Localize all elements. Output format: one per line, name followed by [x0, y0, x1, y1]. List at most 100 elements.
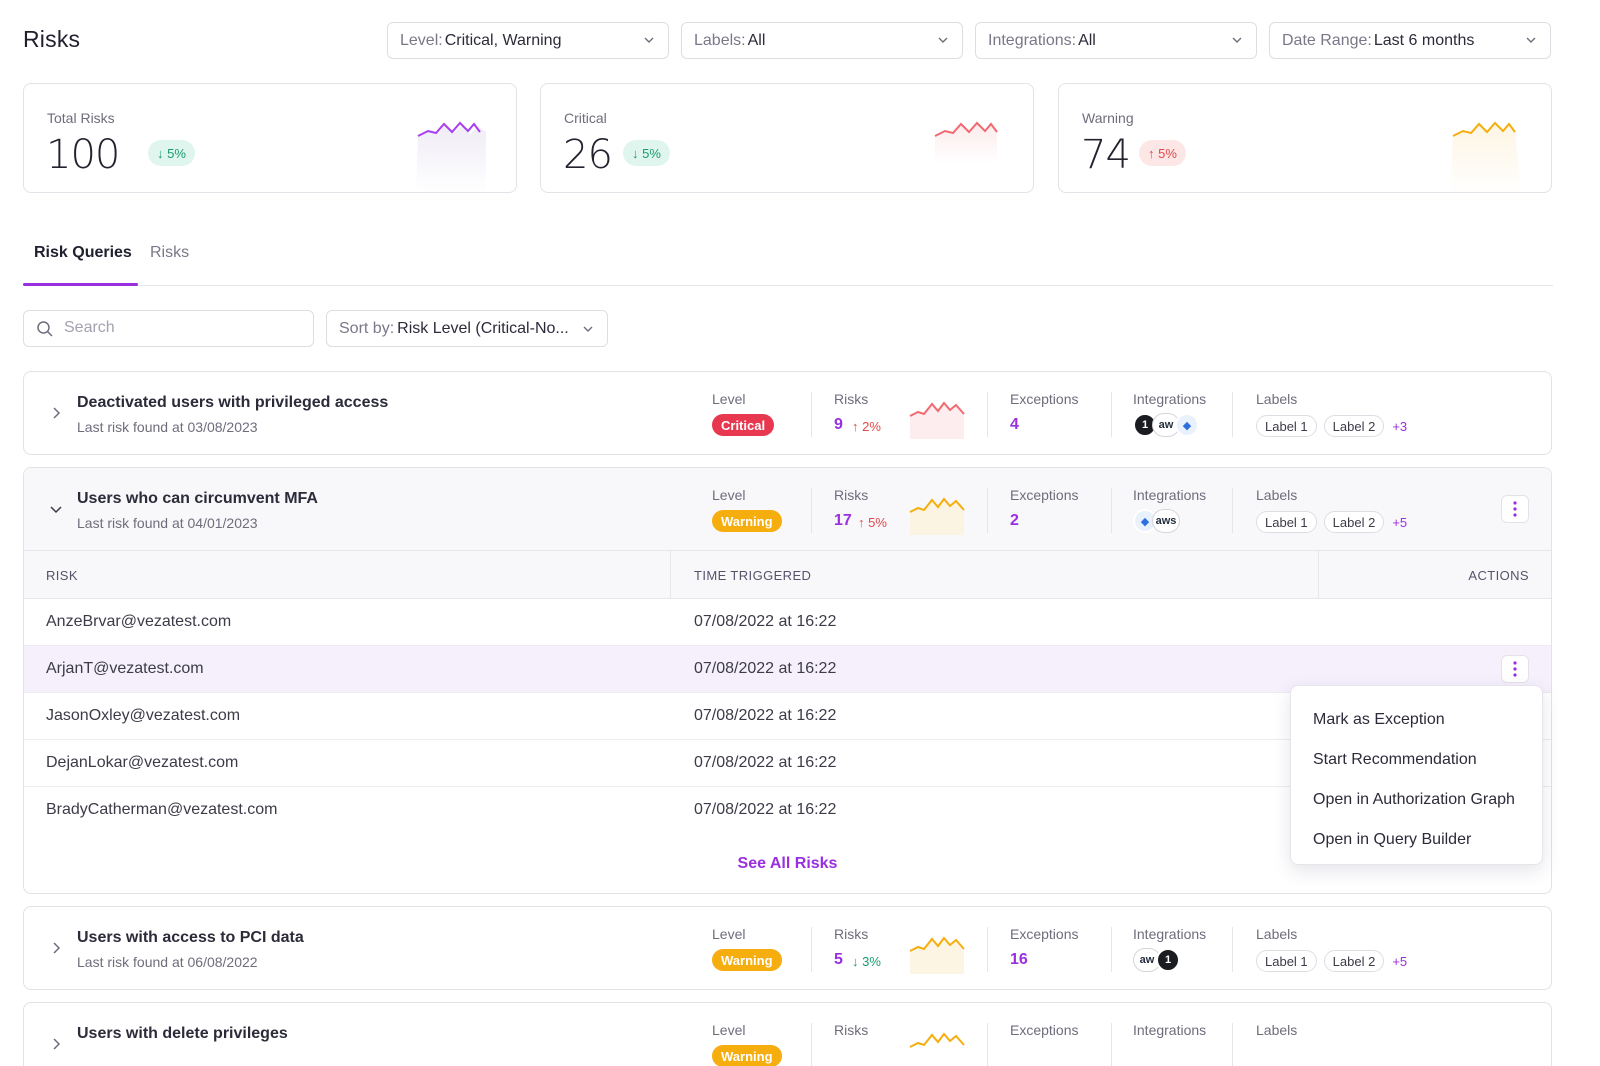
risk-query-subtitle: Last risk found at 06/08/2022	[77, 954, 258, 970]
risks-column-label: Risks	[834, 926, 869, 942]
sort-dropdown[interactable]: Sort by: Risk Level (Critical-No...	[326, 310, 608, 347]
risk-query-header[interactable]: Users who can circumvent MFA Last risk f…	[24, 468, 1551, 551]
menu-item-open-in-query-builder[interactable]: Open in Query Builder	[1313, 831, 1472, 848]
chevron-right-icon[interactable]	[48, 1036, 64, 1052]
column-divider	[987, 927, 988, 972]
search-icon	[37, 321, 53, 337]
column-divider	[987, 1023, 988, 1066]
stat-value: 100	[46, 132, 120, 178]
stat-label: Total Risks	[47, 110, 115, 126]
risk-query-card[interactable]: Users with access to PCI data Last risk …	[23, 906, 1552, 990]
risk-column-header[interactable]: RISK	[46, 568, 78, 583]
table-row[interactable]: JasonOxley@vezatest.com 07/08/2022 at 16…	[24, 693, 1551, 740]
label-chip: Label 1	[1256, 950, 1317, 972]
column-divider	[1318, 551, 1319, 599]
chevron-down-icon	[938, 37, 948, 43]
exceptions-column-label: Exceptions	[1010, 391, 1079, 407]
column-divider	[987, 488, 988, 533]
level-badge-warning: Warning	[712, 510, 782, 532]
table-row[interactable]: BradyCatherman@vezatest.com 07/08/2022 a…	[24, 787, 1551, 834]
column-divider	[1111, 392, 1112, 437]
integrations-filter-label: Integrations:	[988, 31, 1077, 49]
chevron-down-icon[interactable]	[48, 501, 64, 517]
integrations-filter-dropdown[interactable]: Integrations: All	[975, 22, 1257, 59]
label-chip: Label 2	[1323, 511, 1385, 533]
level-filter-dropdown[interactable]: Level: Critical, Warning	[387, 22, 669, 59]
column-divider	[1111, 488, 1112, 533]
labels-list: Label 1 Label 2 +5	[1256, 511, 1407, 533]
table-row[interactable]: DejanLokar@vezatest.com 07/08/2022 at 16…	[24, 740, 1551, 787]
exception-count[interactable]: 16	[1010, 951, 1028, 968]
risk-query-card[interactable]: Users with delete privileges Level Warni…	[23, 1002, 1552, 1066]
stat-delta-badge: ↓ 5%	[623, 140, 670, 166]
stat-card-total-risks: Total Risks 100 ↓ 5%	[23, 83, 517, 193]
date-range-filter-dropdown[interactable]: Date Range: Last 6 months	[1269, 22, 1551, 59]
risk-query-card[interactable]: Deactivated users with privileged access…	[23, 371, 1552, 455]
tab-risks[interactable]: Risks	[150, 244, 190, 261]
menu-item-open-in-authorization-graph[interactable]: Open in Authorization Graph	[1313, 791, 1515, 808]
exceptions-column-label: Exceptions	[1010, 926, 1079, 942]
risk-count: 9	[834, 416, 843, 433]
table-row[interactable]: AnzeBrvar@vezatest.com 07/08/2022 at 16:…	[24, 599, 1551, 646]
row-actions-button[interactable]	[1501, 655, 1529, 683]
risk-query-header[interactable]: Deactivated users with privileged access…	[24, 372, 1551, 454]
risk-query-header[interactable]: Users with delete privileges Level Warni…	[24, 1003, 1551, 1066]
risk-count: 5	[834, 951, 843, 968]
column-divider	[811, 1023, 812, 1066]
risk-identity: JasonOxley@vezatest.com	[46, 707, 241, 724]
kebab-menu-icon	[1513, 661, 1517, 677]
sort-value: Risk Level (Critical-No...	[397, 319, 569, 337]
stat-label: Critical	[564, 110, 607, 126]
column-divider	[811, 392, 812, 437]
risk-query-subtitle: Last risk found at 03/08/2023	[77, 419, 258, 435]
exception-count[interactable]: 2	[1010, 512, 1019, 529]
risk-query-header[interactable]: Users with access to PCI data Last risk …	[24, 907, 1551, 989]
integrations-column-label: Integrations	[1133, 391, 1207, 407]
aws-icon: aw	[1152, 413, 1180, 437]
column-divider	[1232, 1023, 1233, 1066]
chevron-down-icon	[1526, 37, 1536, 43]
search-input[interactable]	[64, 319, 304, 337]
labels-filter-dropdown[interactable]: Labels: All	[681, 22, 963, 59]
column-divider	[1232, 927, 1233, 972]
search-box	[23, 310, 314, 347]
chevron-right-icon[interactable]	[48, 405, 64, 421]
level-badge-warning: Warning	[712, 1045, 782, 1066]
risk-delta: ↑ 2%	[852, 419, 881, 434]
sparkline-chart	[416, 121, 486, 192]
integrations-list: aw 1	[1133, 948, 1180, 972]
risk-query-title[interactable]: Users who can circumvent MFA	[77, 490, 318, 507]
risk-delta: ↓ 3%	[852, 954, 881, 969]
risk-delta: ↑ 5%	[858, 515, 887, 530]
tab-risk-queries[interactable]: Risk Queries	[34, 244, 132, 261]
stat-card-critical: Critical 26 ↓ 5%	[540, 83, 1034, 193]
time-triggered: 07/08/2022 at 16:22	[694, 707, 837, 724]
jira-icon: ◆	[1175, 413, 1199, 437]
chevron-down-icon	[583, 326, 593, 332]
column-divider	[811, 927, 812, 972]
risk-query-title[interactable]: Deactivated users with privileged access	[77, 394, 389, 411]
sparkline-chart	[909, 401, 965, 439]
risk-query-title[interactable]: Users with access to PCI data	[77, 929, 304, 946]
query-actions-button[interactable]	[1501, 495, 1529, 523]
more-labels-link[interactable]: +3	[1392, 418, 1408, 434]
exception-count[interactable]: 4	[1010, 416, 1019, 433]
more-labels-link[interactable]: +5	[1392, 514, 1408, 530]
kebab-menu-icon	[1513, 501, 1517, 517]
more-labels-link[interactable]: +5	[1392, 953, 1408, 969]
labels-list: Label 1 Label 2 +5	[1256, 950, 1407, 972]
time-triggered: 07/08/2022 at 16:22	[694, 801, 837, 818]
see-all-risks-link[interactable]: See All Risks	[737, 855, 838, 872]
menu-item-mark-as-exception[interactable]: Mark as Exception	[1313, 711, 1445, 728]
menu-item-start-recommendation[interactable]: Start Recommendation	[1313, 751, 1477, 768]
sparkline-chart	[1451, 121, 1521, 192]
time-triggered: 07/08/2022 at 16:22	[694, 754, 837, 771]
label-chip: Label 1	[1256, 511, 1317, 533]
integrations-filter-value: All	[1078, 31, 1096, 49]
chevron-right-icon[interactable]	[48, 940, 64, 956]
risks-column-label: Risks	[834, 1022, 869, 1038]
time-triggered-column-header[interactable]: TIME TRIGGERED	[694, 568, 812, 583]
column-divider	[811, 488, 812, 533]
risk-query-title[interactable]: Users with delete privileges	[77, 1025, 288, 1042]
column-divider	[1232, 488, 1233, 533]
